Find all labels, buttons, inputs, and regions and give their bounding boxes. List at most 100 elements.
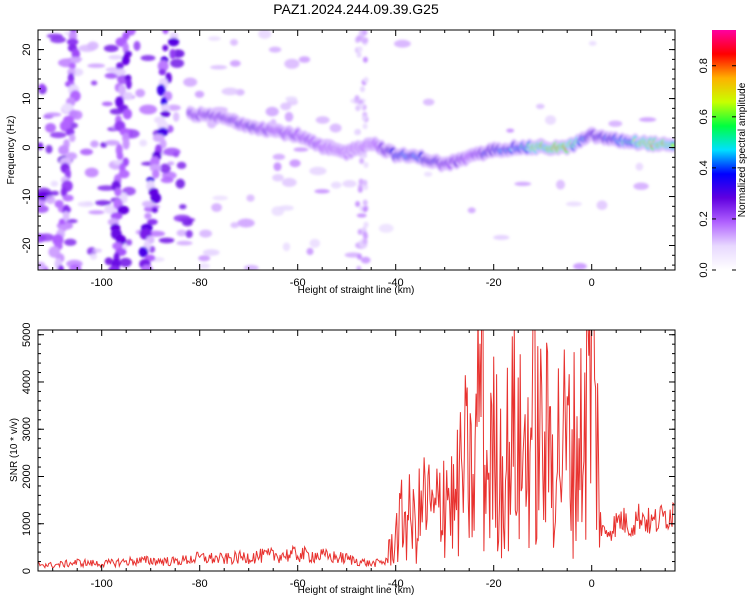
heatmap-cell	[258, 30, 272, 39]
heatmap-cell	[118, 84, 126, 96]
heatmap-cell	[58, 218, 66, 226]
heatmap-cell	[362, 199, 368, 206]
heatmap-cell	[596, 200, 608, 210]
heatmap-cell	[108, 55, 123, 60]
heatmap-cell	[80, 148, 93, 156]
heatmap-cell	[362, 179, 368, 186]
heatmap-cell	[38, 233, 46, 243]
colorbar-ticks: 0.0 0.2 0.4 0.6 0.8	[698, 58, 736, 278]
heatmap-cell	[66, 152, 78, 160]
heatmap-cell	[354, 129, 360, 136]
heatmap-cell	[46, 33, 63, 39]
heatmap-cell	[221, 87, 239, 96]
heatmap-cell	[230, 222, 239, 229]
heatmap-cell	[330, 181, 342, 189]
heatmap-cell	[58, 145, 69, 155]
heatmap-cell	[545, 115, 556, 125]
heatmap-cell	[108, 265, 121, 270]
heatmap-cell	[69, 62, 76, 70]
chart-title: PAZ1.2024.244.09.39.G25	[273, 1, 439, 17]
heatmap-cell	[423, 98, 435, 106]
heatmap-cell	[138, 246, 149, 258]
heatmap-cell	[38, 142, 44, 151]
heatmap-cell	[60, 186, 68, 198]
heatmap-cell	[208, 36, 221, 41]
heatmap-cell	[160, 104, 171, 112]
heatmap-cell	[268, 46, 282, 53]
heatmap-cell	[149, 164, 162, 172]
spectrogram-y-tick-label: -20	[21, 238, 33, 254]
heatmap-cell	[565, 201, 582, 207]
heatmap-cell	[122, 108, 132, 120]
snr-panel: -100 -80 -60 -40 -20 0 010002000300040005000 …	[9, 322, 676, 596]
heatmap-cell	[202, 249, 220, 256]
heatmap-cell	[57, 264, 64, 270]
heatmap-cell	[84, 167, 99, 178]
spectrogram-x-tick-label: -60	[290, 277, 306, 289]
heatmap-cell	[514, 181, 532, 186]
spectrogram-x-axis-label: Height of straight line (km)	[298, 285, 415, 296]
heatmap-cell	[356, 51, 362, 58]
heatmap-cell	[166, 104, 181, 111]
heatmap-cell	[97, 185, 116, 191]
heatmap-cell	[90, 80, 98, 86]
heatmap-cell	[133, 40, 141, 51]
heatmap-cell	[104, 205, 117, 214]
heatmap-cell	[122, 92, 134, 100]
heatmap-cell	[357, 46, 363, 53]
heatmap-cell	[119, 257, 132, 268]
heatmap-cell	[211, 203, 223, 212]
heatmap-cell	[167, 161, 175, 166]
spectrogram-y-tick-label: 0	[21, 144, 33, 150]
heatmap-cell	[363, 77, 369, 83]
heatmap-cell	[272, 174, 284, 182]
spectrogram-heatmap	[38, 30, 675, 270]
snr-x-tick-label: -60	[290, 578, 306, 590]
heatmap-cell	[160, 110, 171, 118]
heatmap-cell	[309, 166, 327, 176]
snr-y-tick-label: 3000	[21, 417, 33, 441]
snr-x-tick-label: 0	[589, 578, 595, 590]
heatmap-cell	[506, 128, 515, 133]
spectrogram-x-ticks: -100 -80 -60 -40 -20 0	[52, 30, 666, 289]
heatmap-cell	[162, 44, 169, 52]
heatmap-cell	[309, 238, 321, 248]
heatmap-cell	[135, 88, 146, 98]
heatmap-cell	[362, 238, 368, 245]
heatmap-cell	[173, 112, 180, 122]
heatmap-cell	[360, 256, 371, 264]
heatmap-cell	[356, 265, 362, 270]
heatmap-cell	[199, 229, 213, 238]
heatmap-cell	[158, 68, 166, 76]
heatmap-cell	[359, 103, 365, 109]
heatmap-cell	[357, 253, 362, 260]
heatmap-cell	[362, 206, 368, 213]
heatmap-cell	[62, 194, 74, 202]
snr-x-ticks: -100 -80 -60 -40 -20 0	[52, 330, 666, 590]
heatmap-cell	[173, 214, 191, 222]
heatmap-cell	[194, 90, 205, 98]
heatmap-cell	[556, 179, 565, 190]
spectrogram-x-tick-label: -40	[388, 277, 404, 289]
heatmap-cell	[573, 263, 587, 270]
heatmap-cell	[90, 140, 99, 148]
heatmap-cell	[88, 210, 105, 215]
heatmap-cell	[362, 123, 368, 130]
spectrogram-y-tick-label: 10	[21, 92, 33, 104]
heatmap-cell	[68, 109, 78, 119]
heatmap-cell	[265, 106, 279, 117]
heatmap-cell	[150, 192, 162, 204]
heatmap-cell	[357, 228, 363, 235]
heatmap-cell	[104, 257, 113, 266]
heatmap-cell	[157, 60, 169, 72]
heatmap-cell	[298, 56, 311, 63]
spectrogram-x-tick-label: 0	[589, 277, 595, 289]
heatmap-cell	[44, 112, 62, 117]
heatmap-cell	[159, 163, 171, 174]
heatmap-cell	[160, 177, 174, 184]
heatmap-cell	[176, 229, 187, 237]
heatmap-cell	[170, 58, 185, 68]
heatmap-cell	[61, 103, 74, 113]
heatmap-cell	[45, 195, 56, 204]
